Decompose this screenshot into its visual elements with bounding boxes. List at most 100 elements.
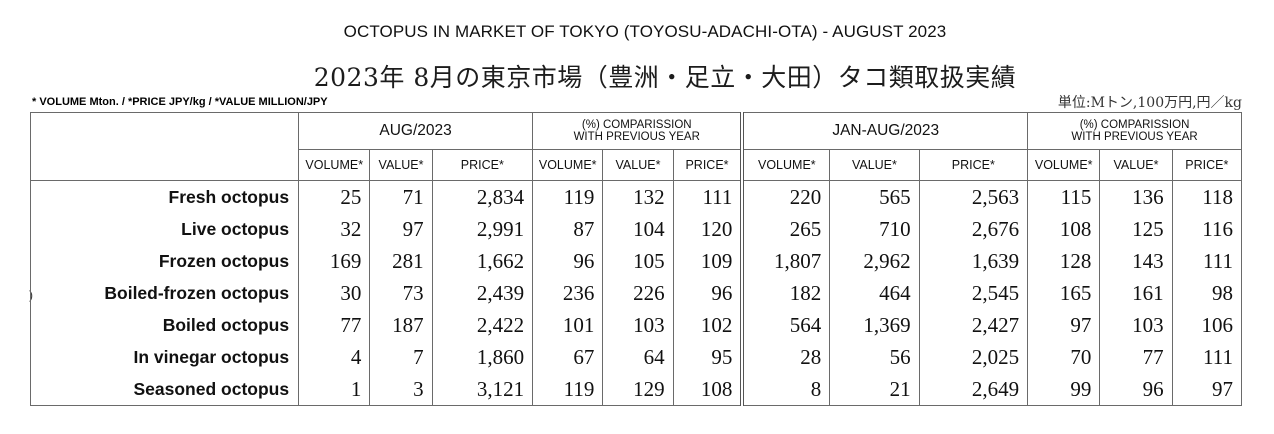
table-cell: 97 — [1027, 309, 1101, 341]
table-cell: 103 — [602, 309, 674, 341]
column-header-value: VALUE* — [602, 149, 674, 181]
table-cell: 96 — [672, 277, 745, 309]
table-cell: 95 — [672, 341, 745, 373]
comparison-line-1: (%) COMPARISSION — [581, 119, 692, 131]
table-cell: 101 — [532, 309, 604, 341]
page-title: OCTOPUS IN MARKET OF TOKYO (TOYOSU-ADACH… — [343, 22, 947, 41]
row-label: Fresh octopus — [29, 180, 300, 213]
column-header-value: VALUE* — [829, 149, 920, 181]
table-cell: 236 — [532, 277, 604, 309]
table-cell: 2,025 — [918, 341, 1029, 373]
column-header-price: PRICE* — [918, 149, 1029, 181]
table-cell: 21 — [829, 373, 920, 406]
table-cell: 98 — [1171, 277, 1243, 309]
table-cell: 2,422 — [431, 309, 534, 341]
row-label: Boiled octopus — [29, 309, 300, 341]
table-cell: 119 — [532, 180, 604, 213]
table-cell: 1,639 — [918, 245, 1029, 277]
table-cell: 2,563 — [918, 180, 1029, 213]
table-cell: 120 — [672, 213, 745, 245]
row-label: Seasoned octopus — [29, 373, 300, 406]
table-cell: 64 — [602, 341, 674, 373]
table-cell: 1,662 — [431, 245, 534, 277]
table-cell: 565 — [829, 180, 920, 213]
table-cell: 99 — [1027, 373, 1101, 406]
page-title-japanese: 2023年 8月の東京市場（豊洲・足立・大田）タコ類取扱実績 — [313, 63, 1017, 92]
table-cell: 87 — [532, 213, 604, 245]
octopus-market-table: AUG/2023 (%) COMPARISSION WITH PREVIOUS … — [29, 112, 1243, 406]
table-cell: 115 — [1027, 180, 1101, 213]
table-cell: 28 — [741, 341, 831, 373]
column-header-price: PRICE* — [431, 149, 534, 181]
table-row: Boiled octopus 77 187 2,422 101 103 102 564 1,36… — [29, 309, 1243, 341]
table-cell: 464 — [829, 277, 920, 309]
table-cell: 265 — [741, 213, 831, 245]
table-row: Frozen octopus 169 281 1,662 96 105 109 1,807 2,… — [29, 245, 1243, 277]
table-cell: 169 — [298, 245, 371, 277]
table-cell: 56 — [829, 341, 920, 373]
table-cell: 111 — [1171, 245, 1243, 277]
table-cell: 32 — [298, 213, 371, 245]
table-cell: 116 — [1171, 213, 1243, 245]
group-header-aug-2023: AUG/2023 — [298, 112, 534, 150]
table-cell: 108 — [672, 373, 745, 406]
table-cell: 102 — [672, 309, 745, 341]
table-row: Boiled-frozen octopus 30 73 2,439 236 226 96 18… — [29, 277, 1243, 309]
header-blank-cell — [29, 112, 300, 181]
table-cell: 105 — [602, 245, 674, 277]
table-cell: 2,427 — [918, 309, 1029, 341]
table-cell: 2,962 — [829, 245, 920, 277]
table-cell: 226 — [602, 277, 674, 309]
table-cell: 77 — [1099, 341, 1173, 373]
table-cell: 2,991 — [431, 213, 534, 245]
table-cell: 1,807 — [741, 245, 831, 277]
table-cell: 30 — [298, 277, 371, 309]
comparison-line-2: WITH PREVIOUS YEAR — [573, 131, 700, 143]
table-cell: 67 — [532, 341, 604, 373]
table-row: Seasoned octopus 1 3 3,121 119 129 108 8 21 2,649… — [29, 373, 1243, 406]
comparison-line-1: (%) COMPARISSION — [1079, 119, 1190, 131]
column-header-volume: VOLUME* — [298, 149, 371, 181]
table-cell: 3 — [369, 373, 433, 406]
table-cell: 1,860 — [431, 341, 534, 373]
units-note: * VOLUME Mton. / *PRICE JPY/kg / *VALUE … — [32, 96, 328, 108]
table-cell: 3,121 — [431, 373, 534, 406]
table-cell: 129 — [602, 373, 674, 406]
table-cell: 281 — [369, 245, 433, 277]
table-cell: 2,834 — [431, 180, 534, 213]
table-cell: 128 — [1027, 245, 1101, 277]
row-label: Live octopus — [29, 213, 300, 245]
table-cell: 187 — [369, 309, 433, 341]
table-body: Fresh octopus 25 71 2,834 119 132 111 220 565 2,5… — [29, 180, 1243, 406]
table-cell: 125 — [1099, 213, 1173, 245]
table-cell: 8 — [741, 373, 831, 406]
group-header-jan-aug-2023: JAN-AUG/2023 — [741, 112, 1029, 150]
table-cell: 710 — [829, 213, 920, 245]
table-row: Fresh octopus 25 71 2,834 119 132 111 220 565 2,5… — [29, 180, 1243, 213]
table-cell: 97 — [1171, 373, 1243, 406]
column-header-value: VALUE* — [369, 149, 433, 181]
table-cell: 73 — [369, 277, 433, 309]
table-cell: 77 — [298, 309, 371, 341]
table-cell: 2,649 — [918, 373, 1029, 406]
row-label: Frozen octopus — [29, 245, 300, 277]
table-cell: 118 — [1171, 180, 1243, 213]
table-cell: 1 — [298, 373, 371, 406]
table-row: In vinegar octopus 4 7 1,860 67 64 95 28 56 2,025… — [29, 341, 1243, 373]
table-cell: 111 — [1171, 341, 1243, 373]
table-row: Live octopus 32 97 2,991 87 104 120 265 710 2,676… — [29, 213, 1243, 245]
column-header-volume: VOLUME* — [1027, 149, 1101, 181]
table-cell: 25 — [298, 180, 371, 213]
table-cell: 2,439 — [431, 277, 534, 309]
table-cell: 96 — [532, 245, 604, 277]
table-cell: 165 — [1027, 277, 1101, 309]
table-cell: 109 — [672, 245, 745, 277]
table-cell: 564 — [741, 309, 831, 341]
column-header-price: PRICE* — [672, 149, 745, 181]
table-cell: 7 — [369, 341, 433, 373]
table-cell: 4 — [298, 341, 371, 373]
table-cell: 161 — [1099, 277, 1173, 309]
table-cell: 111 — [672, 180, 745, 213]
table-cell: 143 — [1099, 245, 1173, 277]
table-cell: 1,369 — [829, 309, 920, 341]
